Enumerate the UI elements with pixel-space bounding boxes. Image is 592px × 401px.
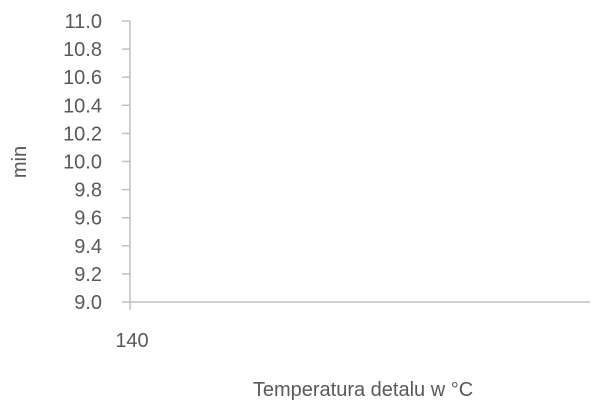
x-tick-label: 140 xyxy=(115,330,148,352)
y-tick-label: 10.8 xyxy=(63,39,102,61)
y-tick-label: 11.0 xyxy=(65,11,102,33)
y-tick-label: 9.0 xyxy=(74,292,102,314)
y-axis: 9.0 9.2 9.4 9.6 9.8 10.0 10.2 10.4 10.6 10.8 11.0 xyxy=(63,11,131,314)
y-tick-label: 9.4 xyxy=(74,236,102,258)
x-axis: 140 xyxy=(115,301,590,352)
y-tick-label: 9.8 xyxy=(74,180,102,202)
y-tick-label: 9.2 xyxy=(74,264,102,286)
x-axis-title: Temperatura detalu w °C xyxy=(253,379,473,401)
y-tick-label: 10.4 xyxy=(63,95,102,117)
y-tick-label: 10.2 xyxy=(63,123,102,145)
y-axis-title: min xyxy=(9,146,31,178)
y-tick-label: 9.6 xyxy=(74,208,102,230)
y-tick-label: 10.0 xyxy=(63,152,102,174)
y-tick-label: 10.6 xyxy=(63,67,102,89)
